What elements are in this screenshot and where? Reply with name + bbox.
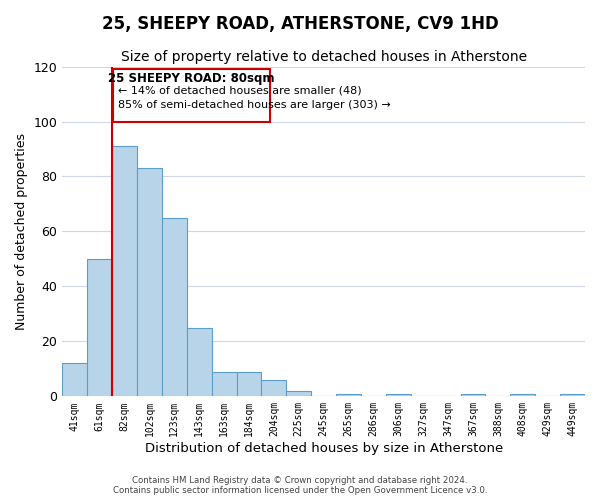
Y-axis label: Number of detached properties: Number of detached properties	[15, 133, 28, 330]
Text: 85% of semi-detached houses are larger (303) →: 85% of semi-detached houses are larger (…	[118, 100, 391, 110]
Text: Contains HM Land Registry data © Crown copyright and database right 2024.
Contai: Contains HM Land Registry data © Crown c…	[113, 476, 487, 495]
Text: 25, SHEEPY ROAD, ATHERSTONE, CV9 1HD: 25, SHEEPY ROAD, ATHERSTONE, CV9 1HD	[101, 15, 499, 33]
Bar	[112, 146, 137, 396]
Title: Size of property relative to detached houses in Atherstone: Size of property relative to detached ho…	[121, 50, 527, 64]
Bar	[262, 380, 286, 396]
Bar	[162, 218, 187, 396]
Bar	[137, 168, 162, 396]
Bar	[386, 394, 411, 396]
Text: ← 14% of detached houses are smaller (48): ← 14% of detached houses are smaller (48…	[118, 86, 362, 96]
Bar	[87, 259, 112, 396]
X-axis label: Distribution of detached houses by size in Atherstone: Distribution of detached houses by size …	[145, 442, 503, 455]
FancyBboxPatch shape	[113, 70, 270, 122]
Bar	[286, 391, 311, 396]
Bar	[62, 364, 87, 396]
Bar	[187, 328, 212, 396]
Bar	[461, 394, 485, 396]
Text: 25 SHEEPY ROAD: 80sqm: 25 SHEEPY ROAD: 80sqm	[109, 72, 275, 85]
Bar	[236, 372, 262, 396]
Bar	[336, 394, 361, 396]
Bar	[212, 372, 236, 396]
Bar	[560, 394, 585, 396]
Bar	[511, 394, 535, 396]
